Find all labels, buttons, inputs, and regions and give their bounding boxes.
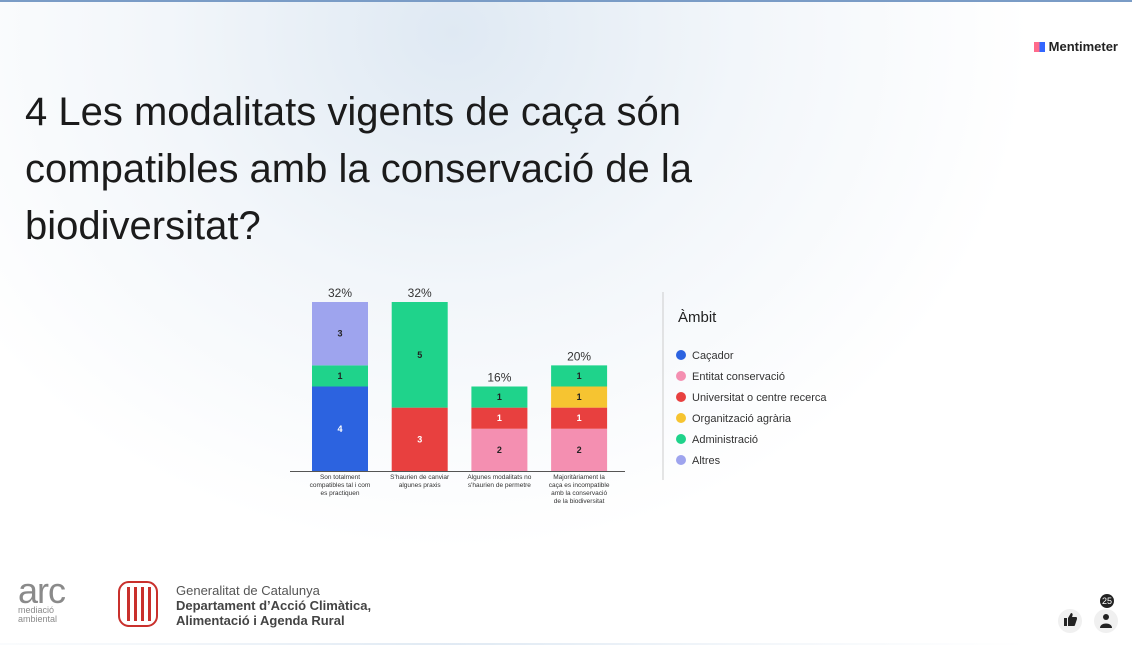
segment-label: 1 — [337, 371, 342, 381]
legend-marker — [676, 455, 686, 465]
bar-segment — [551, 386, 608, 408]
gov-logo-stripe — [134, 587, 137, 621]
legend-marker — [676, 392, 686, 402]
legend-marker — [676, 350, 686, 360]
segment-label: 1 — [497, 413, 502, 423]
participants-badge — [1100, 594, 1114, 608]
legend-marker — [676, 434, 686, 444]
bar-segment — [391, 302, 448, 408]
category-label: Algunes modalitats no s'haurien de perme… — [467, 474, 532, 489]
legend-label: Caçador — [692, 350, 734, 362]
bar-segment — [312, 302, 368, 366]
title-line: biodiversitat? — [25, 204, 261, 248]
bar-segment — [312, 365, 368, 387]
legend-marker — [676, 371, 686, 381]
participants-button[interactable] — [1094, 609, 1118, 633]
gov-logo-stripe — [141, 587, 144, 621]
legend-label: Entitat conservació — [692, 371, 785, 383]
footer-icons: 25 — [1058, 594, 1118, 633]
person-icon — [1103, 614, 1109, 620]
gov-logo-stripe — [127, 587, 130, 621]
segment-label: 2 — [577, 445, 582, 455]
segment-label: 2 — [497, 445, 502, 455]
bar-segment — [551, 407, 608, 429]
bar-segment — [471, 428, 528, 471]
bar-segment — [471, 386, 528, 408]
arc-sub: mediació — [18, 605, 55, 615]
gov-logo-frame — [118, 581, 158, 627]
gov-logo-stripe — [148, 587, 151, 621]
gov-logo — [118, 581, 158, 627]
category-label: Majoritàriament la caça es incompatible … — [548, 474, 610, 505]
percent-label: 32% — [328, 286, 352, 300]
title-line: compatibles amb la conservació de la — [25, 147, 693, 191]
segment-label: 5 — [417, 350, 422, 360]
bar-segment — [551, 428, 608, 471]
category-label: Son totalment compatibles tal i com es p… — [309, 474, 371, 497]
bar-segment — [312, 386, 368, 471]
like-icon — [1064, 613, 1077, 626]
title: 4 Les modalitats vigents de caça són com… — [25, 84, 692, 255]
percent-label: 20% — [567, 349, 591, 363]
gov-line: Alimentació i Agenda Rural — [176, 613, 345, 628]
segment-label: 4 — [337, 424, 342, 434]
title-line: 4 Les modalitats vigents de caça són — [25, 90, 681, 134]
legend-label: Administració — [692, 434, 758, 446]
brand: Mentimeter — [1033, 39, 1118, 54]
percent-label: 32% — [408, 286, 432, 300]
gov-line: Generalitat de Catalunya — [176, 583, 320, 598]
legend-marker — [676, 413, 686, 423]
legend-label: Organització agrària — [692, 413, 792, 425]
person-icon — [1100, 623, 1112, 628]
bar-segment — [391, 407, 448, 471]
segment-label: 1 — [577, 392, 582, 402]
percent-label: 16% — [487, 371, 511, 385]
segment-label: 3 — [417, 434, 422, 444]
legend-label: Universitat o centre recerca — [692, 392, 827, 404]
brand-logo — [1033, 42, 1045, 52]
participants-count: 25 — [1102, 596, 1112, 606]
brand-text: Mentimeter — [1048, 39, 1118, 54]
segment-label: 1 — [577, 413, 582, 423]
bar-segment — [471, 407, 528, 429]
segment-label: 3 — [337, 329, 342, 339]
legend-title: Àmbit — [678, 309, 717, 326]
arc-sub: ambiental — [18, 614, 58, 624]
bar-segment — [551, 365, 608, 387]
arc-logo: arc mediació ambiental — [18, 570, 66, 624]
segment-label: 1 — [497, 392, 502, 402]
segment-label: 1 — [577, 371, 582, 381]
gov-line: Departament d’Acció Climàtica, — [176, 598, 372, 613]
gov-text: Generalitat de Catalunya Departament d’A… — [176, 583, 371, 628]
legend-label: Altres — [692, 455, 721, 467]
arc-logo-text: arc — [18, 570, 66, 611]
category-label: S'haurien de canviar algunes praxis — [390, 474, 450, 489]
